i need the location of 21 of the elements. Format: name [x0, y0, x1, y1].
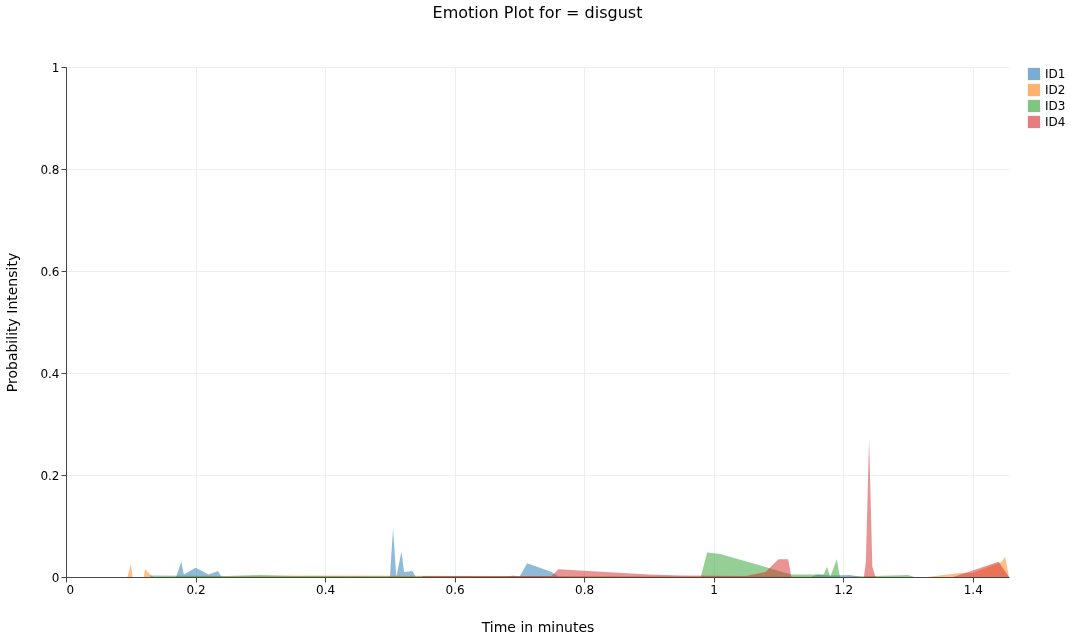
x-tick-label: 0.4: [316, 582, 336, 597]
x-tick-label: 1: [710, 582, 718, 597]
y-tick-label: 1: [51, 60, 60, 75]
y-tick-label: 0.2: [40, 468, 60, 483]
y-tick-label: 0: [51, 570, 60, 585]
legend-label: ID2: [1045, 83, 1066, 97]
x-tick-label: 1.2: [834, 582, 854, 597]
x-tick-label: 0: [66, 582, 75, 597]
y-tick-label: 0.4: [40, 366, 60, 381]
legend-label: ID1: [1045, 67, 1066, 81]
x-tick-label: 0.6: [445, 582, 465, 597]
x-axis-title: Time in minutes: [480, 618, 595, 635]
x-tick-label: 1.4: [963, 582, 983, 597]
y-axis-title: Probability Intensity: [4, 252, 21, 393]
x-tick-label: 0.2: [186, 582, 206, 597]
legend-label: ID3: [1045, 99, 1066, 113]
y-tick-label: 0.8: [40, 162, 60, 177]
x-tick-label: 0.8: [575, 582, 595, 597]
y-tick-label: 0.6: [40, 264, 60, 279]
chart-title: Emotion Plot for = disgust: [432, 3, 643, 22]
legend-label: ID4: [1045, 115, 1066, 129]
